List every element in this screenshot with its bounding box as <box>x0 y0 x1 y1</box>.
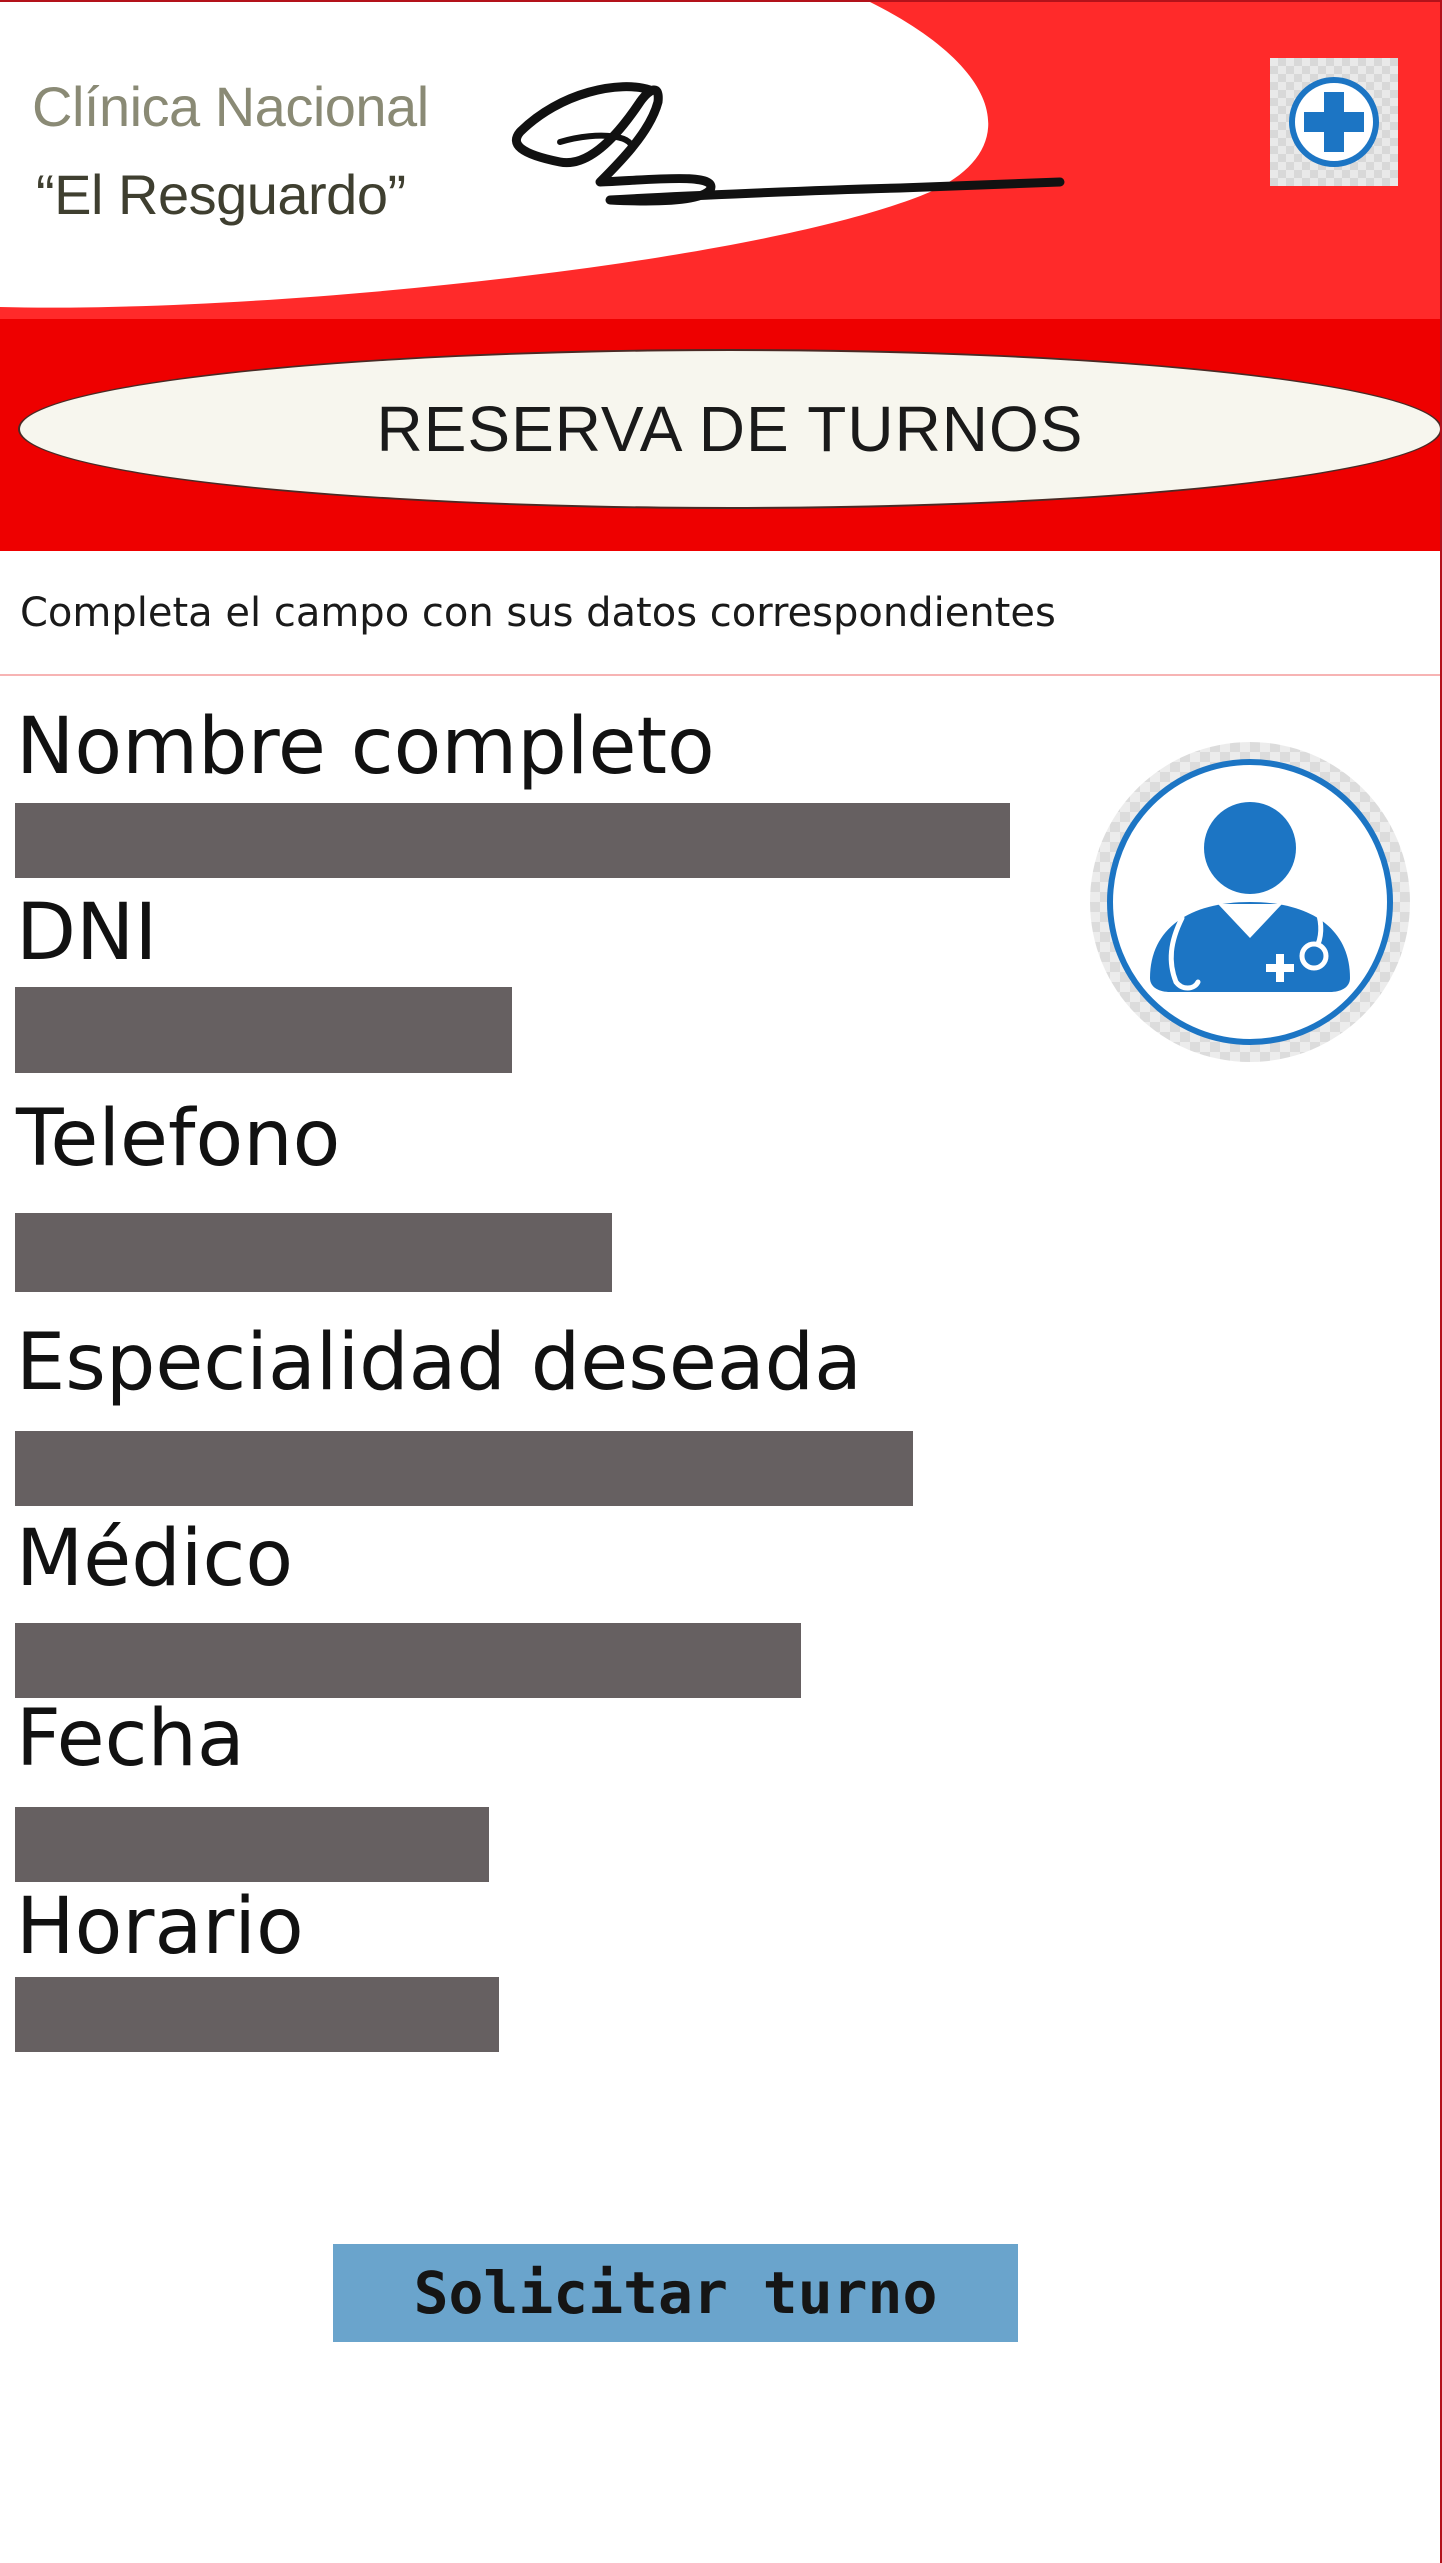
request-appointment-label: Solicitar turno <box>413 2259 938 2327</box>
phone-input[interactable] <box>15 1213 612 1292</box>
doctor-label: Médico <box>16 1514 294 1604</box>
doctor-icon <box>1090 742 1410 1062</box>
page-title: RESERVA DE TURNOS <box>376 393 1084 465</box>
specialty-label: Especialidad deseada <box>16 1318 862 1408</box>
header-red-wave <box>0 2 1440 320</box>
time-input[interactable] <box>15 1977 499 2052</box>
header-background <box>0 2 1440 320</box>
date-input[interactable] <box>15 1807 489 1882</box>
phone-label: Telefono <box>16 1094 341 1184</box>
full-name-input[interactable] <box>15 803 1010 878</box>
time-label: Horario <box>16 1882 304 1972</box>
specialty-input[interactable] <box>15 1431 913 1506</box>
doctor-input[interactable] <box>15 1623 801 1698</box>
divider <box>0 674 1440 676</box>
dni-label: DNI <box>16 888 158 978</box>
title-banner: RESERVA DE TURNOS <box>0 319 1440 551</box>
request-appointment-button[interactable]: Solicitar turno <box>333 2244 1018 2342</box>
signature-icon <box>511 82 1065 206</box>
clinic-subtitle: “El Resguardo” <box>36 163 406 226</box>
medical-cross-icon <box>1270 58 1398 186</box>
form-instructions: Completa el campo con sus datos correspo… <box>20 590 1056 636</box>
title-oval <box>18 349 1440 509</box>
clinic-name: Clínica Nacional <box>32 75 429 138</box>
date-label: Fecha <box>16 1694 245 1784</box>
full-name-label: Nombre completo <box>16 702 715 792</box>
dni-input[interactable] <box>15 987 512 1073</box>
